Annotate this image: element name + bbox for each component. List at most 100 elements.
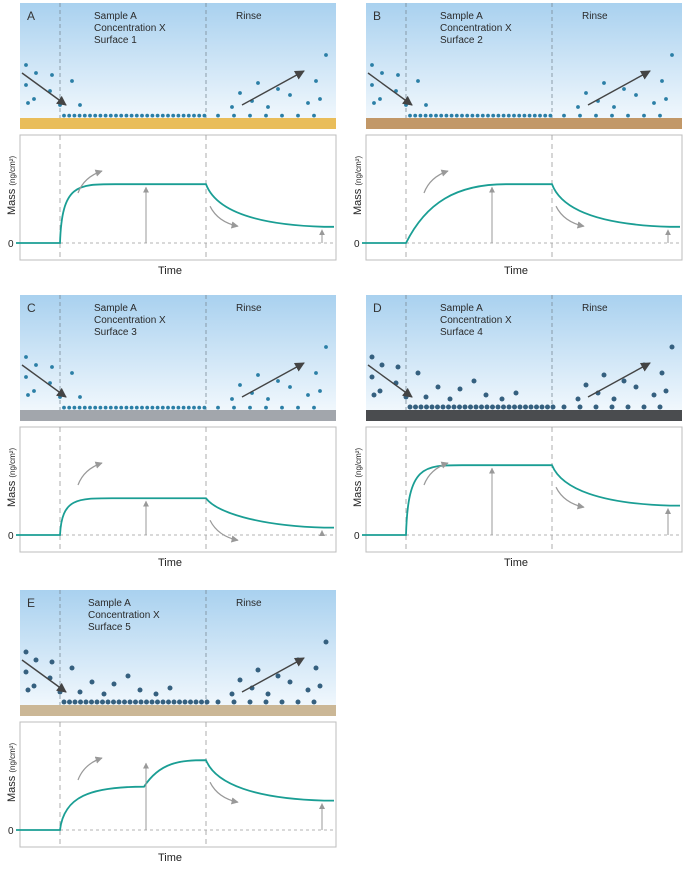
adsorbed-molecule: [479, 404, 484, 410]
free-molecule: [324, 345, 328, 349]
adsorbed-molecule: [435, 404, 440, 410]
y-axis-label: Mass (ng/cm²): [6, 743, 18, 802]
adsorbed-molecule: [296, 405, 300, 410]
surface-substrate: [366, 118, 682, 129]
adsorbed-molecule: [248, 113, 252, 118]
adsorbed-molecule: [127, 699, 133, 705]
panel-letter: E: [27, 596, 35, 610]
adsorbed-molecule: [160, 113, 165, 118]
adsorbed-molecule: [186, 405, 191, 410]
adsorbed-molecule: [124, 405, 129, 410]
free-molecule: [372, 101, 376, 105]
free-molecule: [238, 91, 242, 95]
adsorbed-molecule: [434, 113, 438, 118]
adsorbed-molecule: [506, 404, 512, 410]
y-zero-tick: 0: [354, 531, 360, 542]
free-molecule: [323, 639, 329, 645]
free-molecule: [575, 396, 581, 402]
free-molecule: [32, 97, 36, 101]
adsorbed-molecule: [171, 405, 176, 410]
adsorbed-molecule: [413, 404, 418, 410]
free-molecule: [288, 385, 292, 389]
adsorbed-molecule: [543, 113, 548, 118]
adsorbed-molecule: [610, 113, 614, 118]
adsorbed-molecule: [108, 113, 113, 118]
mass-curve: [362, 464, 680, 536]
free-molecule: [415, 370, 421, 376]
free-molecule: [24, 83, 28, 87]
solution-background: [20, 590, 336, 716]
free-molecule: [78, 103, 82, 107]
desorption-trend-arrow: [209, 519, 239, 543]
y-zero-tick: 0: [8, 826, 14, 837]
adsorbed-molecule: [105, 699, 111, 705]
adsorbed-molecule: [197, 113, 202, 118]
adsorbed-molecule: [496, 113, 501, 118]
molecules: [369, 344, 675, 410]
free-molecule: [275, 673, 281, 679]
adsorbed-molecule: [181, 113, 186, 118]
adsorbed-molecule: [465, 113, 470, 118]
y-axis-label: Mass (ng/cm²): [352, 156, 364, 215]
free-molecule: [621, 378, 627, 384]
y-axis-unit: (ng/cm²): [354, 448, 363, 478]
desorption-trend-arrow: [555, 205, 585, 229]
molecules: [23, 639, 329, 705]
solution-background: [366, 3, 682, 129]
free-molecule: [24, 375, 28, 379]
adsorbed-molecule: [449, 113, 454, 118]
adsorbed-molecule: [641, 404, 647, 410]
free-molecule: [602, 81, 606, 85]
y-zero-tick: 0: [8, 239, 14, 250]
adsorbed-molecule: [103, 113, 108, 118]
adsorbed-molecule: [532, 113, 537, 118]
molecules: [24, 53, 328, 118]
free-molecule: [266, 397, 270, 401]
free-molecule: [318, 389, 322, 393]
y-axis-title: Mass: [352, 478, 364, 507]
free-molecule: [34, 71, 38, 75]
free-molecule: [32, 389, 36, 393]
sample-label: Sample A: [440, 303, 483, 314]
adsorbed-molecule: [192, 405, 196, 410]
free-molecule: [499, 396, 505, 402]
surface-label: Surface 2: [440, 35, 483, 46]
free-molecule: [660, 79, 664, 83]
free-molecule: [237, 677, 243, 683]
adsorbed-molecule: [155, 113, 160, 118]
adsorbed-molecule: [527, 113, 532, 118]
free-molecule: [404, 103, 408, 107]
free-molecule: [265, 691, 271, 697]
x-axis-label: Time: [158, 557, 182, 569]
adsorbed-molecule: [150, 405, 155, 410]
rinse-label: Rinse: [582, 11, 608, 22]
adsorbed-molecule: [231, 699, 237, 705]
y-axis-title: Mass: [6, 773, 18, 802]
adsorbed-molecule: [82, 113, 87, 118]
free-molecule: [317, 683, 323, 689]
free-molecule: [49, 659, 55, 665]
free-molecule: [266, 105, 270, 109]
free-molecule: [70, 371, 74, 375]
free-molecule: [396, 73, 400, 77]
free-molecule: [584, 91, 588, 95]
adsorbed-molecule: [88, 405, 92, 410]
free-molecule: [435, 384, 441, 390]
adsorbed-molecule: [160, 699, 166, 705]
x-axis-label: Time: [158, 265, 182, 277]
adsorbed-molecule: [451, 404, 457, 410]
surface-label: Surface 4: [440, 327, 483, 338]
mass-curve: [16, 759, 334, 831]
adsorbed-molecule: [440, 404, 446, 410]
free-molecule: [50, 73, 54, 77]
adsorbed-molecule: [176, 113, 181, 118]
adsorbed-molecule: [439, 113, 444, 118]
free-molecule: [23, 669, 29, 675]
adsorbed-molecule: [517, 404, 523, 410]
free-molecule: [70, 79, 74, 83]
adsorbed-molecule: [501, 113, 506, 118]
adsorbed-molecule: [594, 113, 598, 118]
panel-letter: D: [373, 301, 382, 315]
free-molecule: [33, 657, 39, 663]
